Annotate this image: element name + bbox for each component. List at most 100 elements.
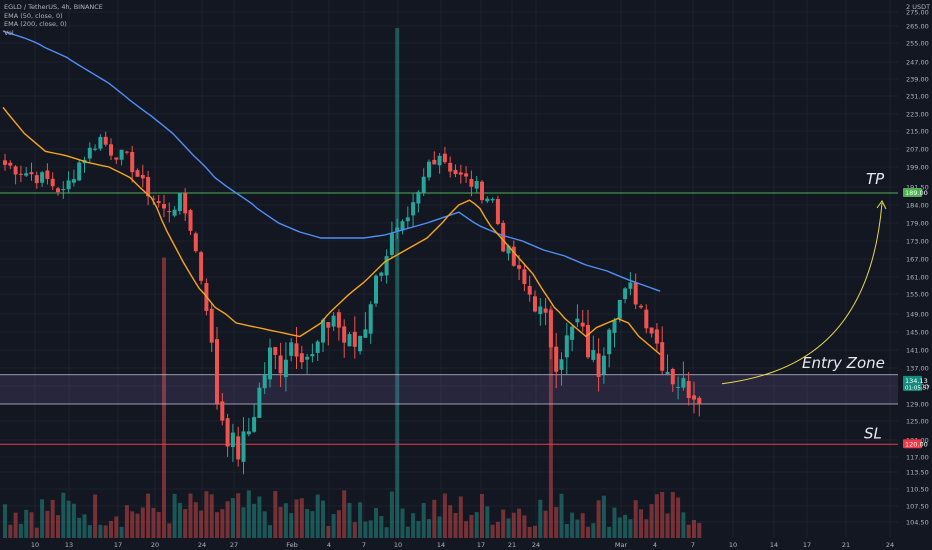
volume-bar xyxy=(453,512,458,538)
ema50-legend[interactable]: EMA (50, close, 0) xyxy=(4,11,63,20)
volume-bar xyxy=(305,508,310,538)
volume-bar xyxy=(633,500,638,538)
volume-bar xyxy=(575,519,580,538)
time-tick-label: 27 xyxy=(230,541,238,549)
ema200-legend[interactable]: EMA (200, close, 0) xyxy=(4,20,67,28)
volume-bar xyxy=(612,507,617,538)
candle-body xyxy=(56,188,60,193)
volume-bar xyxy=(358,502,363,538)
candle-body xyxy=(543,308,548,313)
time-tick-label: 4 xyxy=(327,541,331,549)
candle-body xyxy=(442,153,447,163)
candle-body xyxy=(607,329,612,355)
candle-body xyxy=(342,326,347,343)
time-tick-label: 7 xyxy=(362,541,366,549)
sl-annotation: SL xyxy=(864,424,882,442)
volume-bar xyxy=(389,491,394,538)
candle-body xyxy=(681,378,686,388)
candle-body xyxy=(506,245,511,254)
candle-body xyxy=(321,319,325,343)
volume-bar xyxy=(469,514,474,538)
entry-zone-box xyxy=(0,374,898,404)
candle-body xyxy=(548,310,553,348)
candle-body xyxy=(458,172,463,175)
volume-bar xyxy=(596,500,601,538)
candle-body xyxy=(278,355,283,374)
candle-body xyxy=(617,299,622,319)
candle-body xyxy=(124,151,129,153)
volume-legend[interactable]: Vol xyxy=(4,28,14,37)
candle-body xyxy=(469,178,474,187)
candle-body xyxy=(262,375,267,389)
symbol-title[interactable]: EGLD / TetherUS, 4h, BINANCE xyxy=(4,3,103,11)
candle-body xyxy=(29,172,34,175)
candle-body xyxy=(252,417,257,432)
time-tick-label: 17 xyxy=(803,541,811,549)
candle-body xyxy=(199,252,204,281)
volume-bar xyxy=(665,513,670,538)
candle-body xyxy=(633,282,638,305)
volume-bar xyxy=(273,491,278,538)
volume-bar xyxy=(427,519,431,538)
volume-bar xyxy=(188,493,193,538)
candle-body xyxy=(411,202,416,216)
volume-bar xyxy=(241,507,246,538)
candle-body xyxy=(225,418,230,447)
chart-legend: EGLD / TetherUS, 4h, BINANCE EMA (50, cl… xyxy=(4,3,103,37)
time-tick-label: 14 xyxy=(437,541,445,549)
volume-bar xyxy=(299,498,304,538)
time-axis[interactable]: 10 13 17 20 24 27 Feb 4 7 10 14 17 21 24 Mar 4 7 10 14 17 21… xyxy=(0,538,932,550)
candle-body xyxy=(490,198,495,201)
candle-body xyxy=(612,320,617,333)
price-tag xyxy=(903,375,922,391)
candle-body xyxy=(109,144,113,156)
volume-bar xyxy=(289,513,294,538)
candle-body xyxy=(114,157,119,160)
volume-bar xyxy=(591,523,596,538)
volume-bar xyxy=(162,257,166,538)
target-arrow-head xyxy=(876,200,887,210)
candle-body xyxy=(432,159,437,165)
volume-bar xyxy=(61,492,66,538)
candle-body xyxy=(649,327,654,334)
volume-bar xyxy=(501,509,506,538)
volume-bar xyxy=(554,506,559,538)
time-tick-label: 10 xyxy=(31,541,39,549)
time-tick-label: 21 xyxy=(842,541,850,549)
volume-bar xyxy=(448,505,453,538)
candle-body xyxy=(464,173,469,177)
time-tick-label: 17 xyxy=(477,541,485,549)
price-tag-label: 189.00 xyxy=(905,189,928,197)
volume-bar xyxy=(98,524,103,538)
candle-body xyxy=(71,179,76,183)
candle-body xyxy=(156,201,161,204)
price-tick-label: 145.00 xyxy=(906,329,929,337)
volume-bar xyxy=(342,490,347,538)
entry-zone-annotation: Entry Zone xyxy=(802,354,885,372)
candle-body xyxy=(379,272,384,276)
volume-bar xyxy=(177,502,182,538)
volume-bar xyxy=(326,526,331,538)
candle-body xyxy=(289,342,294,356)
volume-bar xyxy=(66,500,71,538)
volume-bar xyxy=(363,521,368,538)
candle-body xyxy=(77,162,82,181)
volume-bar xyxy=(586,526,590,538)
candle-body xyxy=(670,368,675,385)
volume-bar xyxy=(692,520,696,538)
volume-bar xyxy=(77,517,82,538)
price-tick-label: 275.00 xyxy=(906,9,929,17)
volume-bar xyxy=(331,513,336,538)
volume-bar xyxy=(103,525,108,538)
candle-body xyxy=(554,346,559,372)
volume-bar xyxy=(517,508,522,538)
candle-body xyxy=(692,395,696,400)
candle-body xyxy=(172,209,177,216)
candle-body xyxy=(130,151,135,173)
volume-bar xyxy=(262,511,267,538)
candle-body xyxy=(564,335,569,358)
candle-body xyxy=(559,359,564,370)
price-tick-label: 129.00 xyxy=(906,401,929,409)
